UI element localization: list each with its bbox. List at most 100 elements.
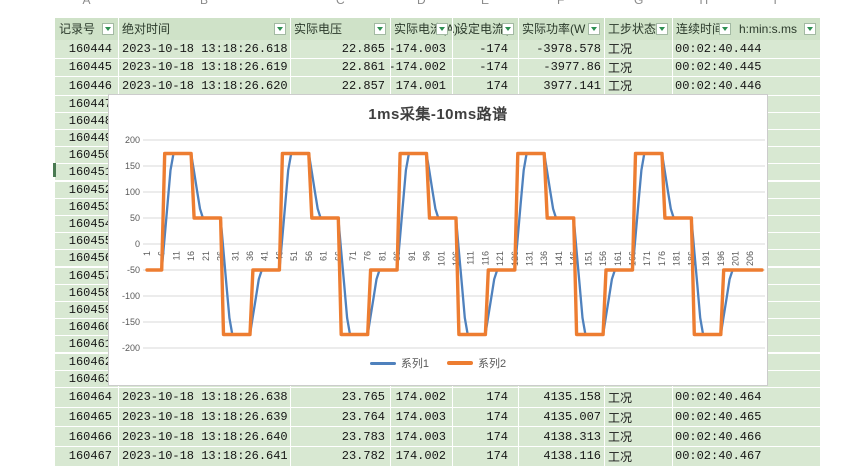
autofilter-button-actual-current[interactable]	[436, 23, 448, 35]
header-actual-voltage[interactable]: 实际电压	[294, 22, 343, 36]
header-actual-power[interactable]: 实际功率(W	[522, 22, 586, 36]
cell[interactable]: 工况	[608, 391, 633, 406]
column-letter-B[interactable]: B	[200, 0, 209, 7]
cell[interactable]: 174	[486, 390, 508, 405]
cell[interactable]: 174.002	[395, 449, 446, 464]
cell[interactable]: 160465	[68, 410, 112, 425]
legend-item-series2[interactable]: 系列2	[447, 355, 506, 371]
cell[interactable]: -174	[479, 60, 508, 75]
cell[interactable]: 160453	[68, 199, 112, 214]
column-letter-H[interactable]: H	[699, 0, 709, 7]
cell[interactable]: 工况	[608, 80, 633, 95]
cell[interactable]: 174	[486, 410, 508, 425]
cell[interactable]: 160460	[68, 320, 112, 335]
cell[interactable]: 160459	[68, 302, 112, 317]
cell[interactable]: 160447	[68, 96, 112, 111]
cell[interactable]: 160457	[68, 268, 112, 283]
cell[interactable]: 工况	[608, 43, 633, 58]
cell[interactable]: 23.783	[341, 429, 385, 444]
autofilter-button-actual-voltage[interactable]	[374, 23, 386, 35]
cell[interactable]: 工况	[608, 61, 633, 76]
cell[interactable]: 160452	[68, 182, 112, 197]
header-continuous-time[interactable]: 连续时间	[676, 22, 725, 36]
header-set-current[interactable]: 设定电流(	[456, 22, 508, 36]
column-letter-D[interactable]: D	[417, 0, 426, 7]
header-record-number[interactable]: 记录号	[59, 22, 96, 36]
cell[interactable]: 174	[486, 429, 508, 444]
cell[interactable]: 174	[486, 449, 508, 464]
header-time-format[interactable]: h:min:s.ms	[739, 22, 798, 36]
cell[interactable]: 160467	[68, 449, 112, 464]
autofilter-button-time-format[interactable]	[804, 23, 816, 35]
header-absolute-time[interactable]: 绝对时间	[122, 22, 171, 36]
cell[interactable]: -174.003	[388, 41, 446, 56]
cell[interactable]: 4138.116	[543, 449, 601, 464]
column-letter-E[interactable]: E	[481, 0, 490, 7]
cell[interactable]: 4135.158	[543, 390, 601, 405]
cell[interactable]: 174.001	[395, 78, 446, 93]
column-letter-C[interactable]: C	[336, 0, 345, 7]
cell[interactable]: 00:02:40.445	[675, 60, 762, 75]
cell[interactable]: 160451	[68, 165, 112, 180]
cell[interactable]: 160461	[68, 337, 112, 352]
legend-item-series1[interactable]: 系列1	[369, 355, 429, 371]
cell[interactable]: 2023-10-18 13:18:26.620	[122, 78, 288, 93]
cell[interactable]: 工况	[608, 431, 633, 446]
cell[interactable]: 160463	[68, 371, 112, 386]
cell[interactable]: 4138.313	[543, 429, 601, 444]
cell[interactable]: 00:02:40.466	[675, 429, 762, 444]
cell[interactable]: 160445	[68, 60, 112, 75]
column-letter-I[interactable]: I	[773, 0, 777, 7]
chart-panel[interactable]: 1ms采集-10ms路谱 200 150 100 50 0 -50 -100 -150 -200…	[108, 94, 768, 386]
cell[interactable]: 174	[486, 78, 508, 93]
cell[interactable]: 00:02:40.464	[675, 390, 762, 405]
cell[interactable]: 22.857	[341, 78, 385, 93]
cell[interactable]: -174.002	[388, 60, 446, 75]
column-letter-F[interactable]: F	[557, 0, 565, 7]
cell[interactable]: 工况	[608, 411, 633, 426]
autofilter-button-actual-power[interactable]	[588, 23, 600, 35]
autofilter-button-absolute-time[interactable]	[274, 23, 286, 35]
cell[interactable]: 2023-10-18 13:18:26.641	[122, 449, 288, 464]
cell[interactable]: 174.003	[395, 410, 446, 425]
cell[interactable]: 174.003	[395, 429, 446, 444]
cell[interactable]: 00:02:40.446	[675, 78, 762, 93]
cell[interactable]: 160454	[68, 216, 112, 231]
cell[interactable]: 160464	[68, 390, 112, 405]
autofilter-button-set-current[interactable]	[502, 23, 514, 35]
cell[interactable]: 160446	[68, 78, 112, 93]
cell[interactable]: 00:02:40.467	[675, 449, 762, 464]
column-letter-G[interactable]: G	[634, 0, 644, 7]
cell[interactable]: 2023-10-18 13:18:26.619	[122, 60, 288, 75]
cell[interactable]: 23.764	[341, 410, 385, 425]
cell[interactable]: -3978.578	[536, 41, 601, 56]
cell[interactable]: 2023-10-18 13:18:26.639	[122, 410, 288, 425]
cell[interactable]: 160456	[68, 251, 112, 266]
cell[interactable]: 160462	[68, 354, 112, 369]
cell[interactable]: 160444	[68, 41, 112, 56]
column-letter-A[interactable]: A	[82, 0, 91, 7]
cell[interactable]: -174	[479, 41, 508, 56]
cell[interactable]: 2023-10-18 13:18:26.640	[122, 429, 288, 444]
cell[interactable]: 4135.007	[543, 410, 601, 425]
cell[interactable]: 174.002	[395, 390, 446, 405]
cell[interactable]: 23.782	[341, 449, 385, 464]
autofilter-button-record-number[interactable]	[102, 23, 114, 35]
cell[interactable]: 00:02:40.444	[675, 41, 762, 56]
cell[interactable]: 160448	[68, 113, 112, 128]
cell[interactable]: 00:02:40.465	[675, 410, 762, 425]
cell[interactable]: 22.861	[341, 60, 385, 75]
cell[interactable]: 22.865	[341, 41, 385, 56]
cell[interactable]: 2023-10-18 13:18:26.618	[122, 41, 288, 56]
header-step-status[interactable]: 工步状态	[608, 22, 657, 36]
autofilter-button-continuous-time[interactable]	[719, 23, 731, 35]
cell[interactable]: -3977.86	[543, 60, 601, 75]
cell[interactable]: 3977.141	[543, 78, 601, 93]
cell[interactable]: 23.765	[341, 390, 385, 405]
cell[interactable]: 工况	[608, 450, 633, 465]
cell[interactable]: 160466	[68, 429, 112, 444]
cell[interactable]: 160455	[68, 234, 112, 249]
cell[interactable]: 2023-10-18 13:18:26.638	[122, 390, 288, 405]
cell[interactable]: 160450	[68, 148, 112, 163]
cell[interactable]: 160458	[68, 285, 112, 300]
